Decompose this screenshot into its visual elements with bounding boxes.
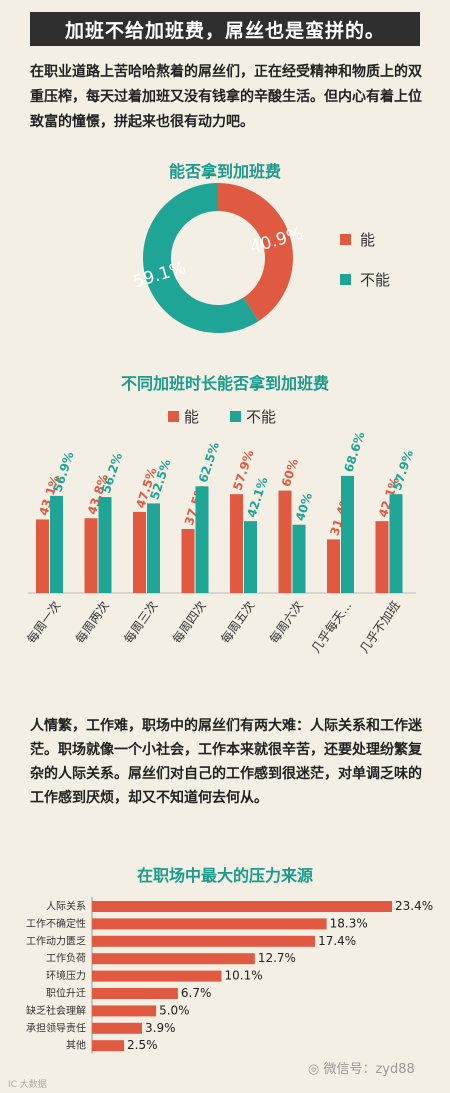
donut-slice	[143, 183, 259, 333]
bar	[147, 503, 160, 593]
hbar-value-label: 17.4%	[318, 934, 356, 948]
bar-value-label: 57.9%	[230, 448, 256, 492]
legend-label: 不能	[246, 408, 276, 426]
bar	[292, 524, 306, 593]
hbar	[92, 953, 255, 965]
category-label: 缺乏社会理解	[26, 1004, 86, 1017]
category-tick-label: 几乎不加班	[357, 599, 403, 656]
hbar	[92, 1005, 157, 1017]
bar	[36, 519, 49, 593]
legend-label: 能	[184, 408, 199, 426]
bar-value-label: 57.9%	[390, 448, 416, 492]
bar-value-label: 62.5%	[196, 440, 222, 484]
category-label: 工作不确定性	[26, 917, 86, 930]
hbar-value-label: 10.1%	[224, 969, 262, 983]
hbar-value-label: 12.7%	[258, 951, 296, 965]
bar	[84, 518, 98, 593]
donut-chart-title: 能否拿到加班费	[168, 162, 281, 181]
hbar-chart-title: 在职场中最大的压力来源	[136, 866, 313, 885]
legend-swatch	[340, 274, 351, 285]
bar-value-label: 68.6%	[341, 430, 367, 474]
bar	[195, 486, 209, 593]
bar	[278, 490, 292, 593]
hbar	[92, 970, 222, 982]
bar-value-label: 42.1%	[244, 475, 270, 519]
bar	[244, 521, 257, 593]
wechat-icon: ◎	[308, 1062, 320, 1077]
bar-value-label: 56.2%	[99, 451, 125, 495]
hbar-value-label: 23.4%	[395, 899, 433, 913]
category-tick-label: 每周两次	[72, 598, 112, 646]
category-label: 承担领导责任	[26, 1021, 86, 1034]
horizontal-bar-chart: 人际关系 23.4% 工作不确定性 18.3% 工作动力匮乏 17.4% 工作负荷 12.7%…	[26, 897, 433, 1054]
bar	[181, 529, 195, 593]
bar-chart-title: 不同加班时长能否拿到加班费	[120, 374, 329, 393]
bar	[327, 539, 340, 593]
bar	[133, 511, 146, 593]
legend-swatch	[168, 411, 179, 422]
hbar	[92, 988, 178, 999]
legend-label: 能	[360, 231, 375, 249]
corner-logo: IC 大数据	[8, 1080, 47, 1090]
stress-paragraph: 人情繁，工作难，职场中的屌丝们有两大难：人际关系和工作迷茫。职场就像一个小社会，…	[30, 718, 422, 806]
hbar-value-label: 18.3%	[330, 916, 368, 930]
bar	[98, 497, 112, 593]
legend-swatch	[230, 411, 241, 422]
hbar	[92, 935, 316, 947]
grouped-bar-chart: 能不能43.1%56.9%每周一次43.8%56.2%每周两次47.5%52.5…	[23, 408, 416, 656]
bar	[50, 495, 63, 593]
watermark: ◎ 微信号：zyd88	[308, 1058, 415, 1077]
hbar-value-label: 6.7%	[181, 986, 212, 1000]
category-tick-label: 每周三次	[120, 598, 160, 646]
page-title: 加班不给加班费，屌丝也是蛮拼的。	[30, 12, 420, 46]
category-tick-label: 几乎每天...	[308, 598, 354, 655]
watermark-text: 微信号：zyd88	[323, 1062, 415, 1077]
category-label: 环境压力	[46, 969, 86, 982]
bar	[341, 475, 354, 593]
hbar	[92, 1040, 125, 1052]
donut-slice	[218, 183, 294, 322]
category-label: 其他	[66, 1039, 86, 1052]
category-label: 人际关系	[46, 900, 86, 913]
category-tick-label: 每周四次	[169, 598, 209, 646]
hbar-value-label: 5.0%	[159, 1003, 190, 1017]
category-tick-label: 每周六次	[266, 598, 306, 646]
hbar-value-label: 3.9%	[145, 1021, 176, 1035]
hbar	[92, 1022, 142, 1034]
hbar-value-label: 2.5%	[127, 1038, 158, 1052]
category-label: 工作负荷	[46, 952, 86, 965]
bar-value-label: 56.9%	[50, 450, 76, 494]
bar	[230, 494, 243, 593]
donut-chart: 40.9%59.1%能不能	[131, 183, 390, 333]
category-label: 职位升迁	[46, 987, 86, 1000]
intro-paragraph: 在职业道路上苦哈哈熬着的屌丝们，正在经受精神和物质上的双重压榨，每天过着加班又没…	[30, 64, 422, 130]
category-tick-label: 每周一次	[23, 598, 63, 646]
bar	[389, 494, 403, 593]
bar	[375, 521, 389, 593]
bar-value-label: 40%	[293, 491, 315, 523]
legend-swatch	[340, 234, 351, 245]
category-label: 工作动力匮乏	[26, 934, 86, 947]
hbar	[92, 918, 327, 930]
legend-label: 不能	[360, 271, 390, 289]
bar-value-label: 60%	[279, 457, 301, 489]
category-tick-label: 每周五次	[217, 598, 257, 646]
hbar	[92, 901, 392, 912]
